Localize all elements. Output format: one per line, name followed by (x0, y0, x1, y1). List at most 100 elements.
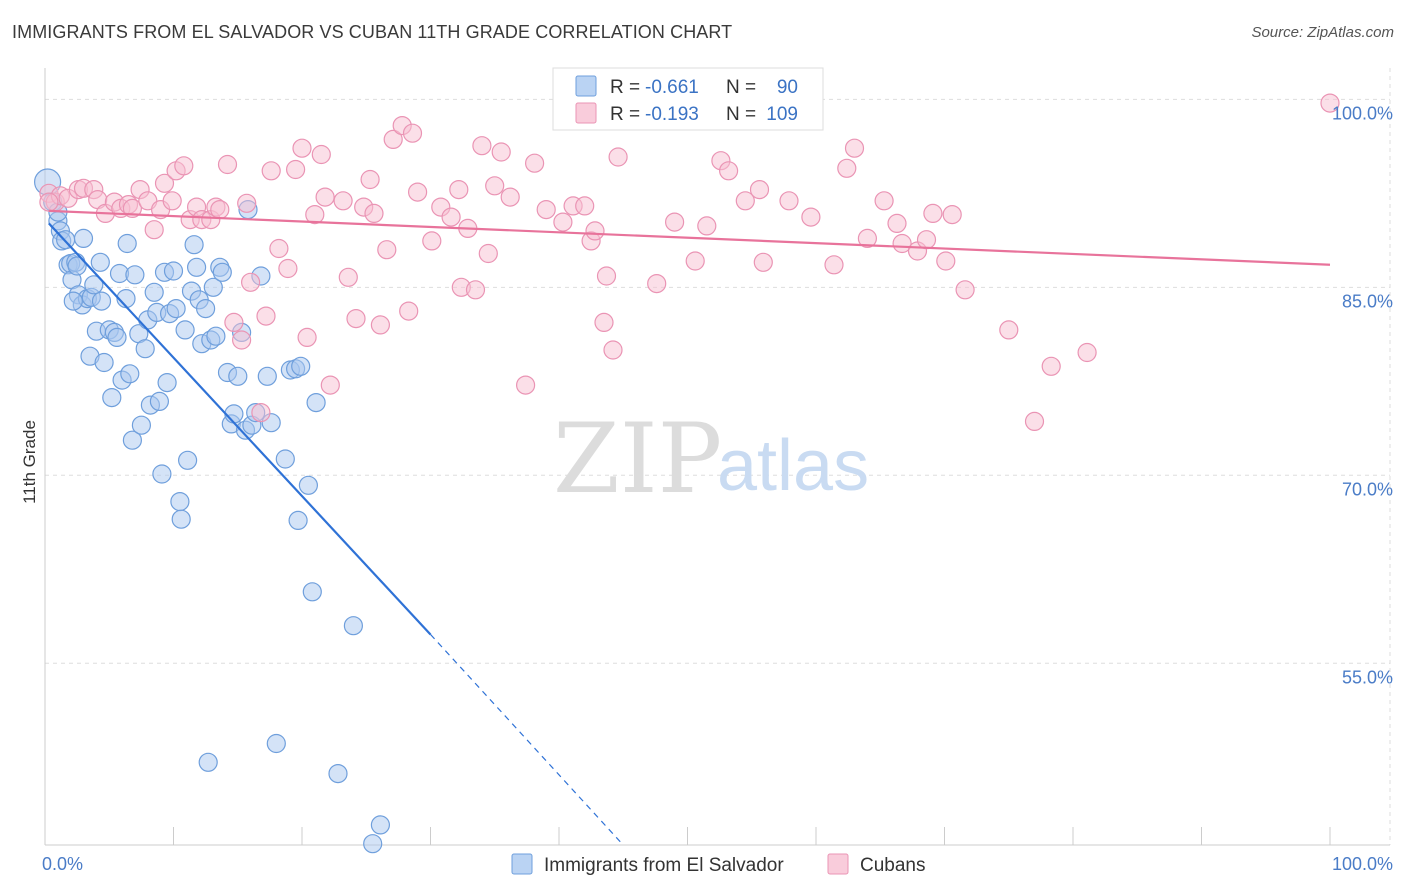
point-cubans (718, 161, 739, 181)
trend-line-el-salvador-extrapolated (430, 634, 624, 846)
point-el-salvador (175, 320, 195, 340)
point-cubans (224, 312, 244, 332)
point-cubans (370, 315, 390, 335)
point-el-salvador (122, 430, 142, 450)
point-el-salvador (288, 510, 308, 531)
y-tick-label: 55.0% (1342, 667, 1393, 687)
point-cubans (478, 243, 498, 264)
point-cubans (364, 203, 384, 223)
point-cubans (399, 301, 419, 321)
watermark: ZIP atlas (553, 403, 869, 515)
point-cubans (857, 228, 878, 248)
point-cubans (801, 207, 821, 227)
legend-n-label-pink: N = (726, 104, 756, 125)
point-cubans (441, 207, 461, 227)
point-el-salvador (298, 475, 318, 495)
y-tick-label: 70.0% (1342, 479, 1393, 499)
chart-title: IMMIGRANTS FROM EL SALVADOR VS CUBAN 11T… (12, 22, 733, 42)
point-cubans (697, 216, 717, 236)
point-el-salvador (306, 393, 326, 413)
point-el-salvador (135, 339, 155, 359)
point-cubans (585, 221, 605, 241)
point-cubans (515, 375, 536, 395)
point-el-salvador (370, 815, 390, 835)
series-cubans-points (39, 93, 1340, 431)
point-cubans (217, 154, 238, 175)
bottom-legend-swatch-pink (827, 853, 849, 875)
point-cubans (647, 274, 667, 294)
point-el-salvador (266, 733, 286, 754)
x-tick-label-min: 0.0% (42, 854, 83, 874)
legend: R = -0.661 N = 90 R = -0.193 N = 109 (552, 67, 824, 131)
point-el-salvador (84, 275, 104, 295)
y-axis-label: 11th Grade (20, 420, 39, 504)
trend-line-el-salvador (48, 222, 432, 636)
point-cubans (232, 330, 252, 350)
point-el-salvador (166, 299, 186, 319)
point-cubans (162, 191, 182, 211)
point-el-salvador (163, 261, 184, 281)
point-cubans (422, 231, 442, 251)
point-cubans (923, 203, 943, 223)
legend-box (552, 67, 824, 131)
point-cubans (942, 205, 962, 225)
x-tick-label-max: 100.0% (1332, 854, 1393, 874)
point-cubans (485, 176, 505, 196)
point-cubans (1320, 93, 1340, 113)
trend-lines (48, 209, 1331, 846)
point-el-salvador (73, 228, 94, 248)
point-el-salvador (152, 464, 172, 484)
legend-swatch-blue (575, 75, 597, 97)
point-cubans (449, 180, 469, 200)
point-el-salvador (178, 450, 198, 470)
point-cubans (916, 230, 937, 250)
point-cubans (286, 159, 306, 180)
point-cubans (241, 272, 261, 292)
point-el-salvador (63, 291, 83, 311)
point-cubans (735, 191, 755, 211)
point-cubans (1024, 411, 1045, 431)
point-el-salvador (125, 265, 145, 285)
point-el-salvador (291, 356, 311, 376)
point-cubans (472, 136, 492, 156)
point-cubans (408, 182, 428, 202)
point-el-salvador (257, 366, 277, 386)
point-el-salvador (363, 834, 383, 854)
bottom-legend-swatch-blue (511, 853, 533, 875)
point-cubans (955, 280, 975, 300)
series-el-salvador-points (33, 168, 390, 854)
point-el-salvador (157, 373, 177, 393)
point-cubans (553, 212, 573, 232)
point-cubans (261, 161, 281, 181)
y-tick-label: 85.0% (1342, 291, 1393, 311)
point-cubans (39, 192, 59, 212)
point-el-salvador (67, 256, 87, 276)
point-cubans (377, 240, 397, 260)
point-cubans (210, 200, 230, 220)
point-el-salvador (170, 492, 190, 512)
legend-n-value-pink: 109 (766, 104, 798, 125)
point-el-salvador (171, 509, 191, 529)
point-el-salvador (131, 415, 151, 435)
point-cubans (269, 238, 289, 259)
point-cubans (174, 156, 194, 176)
legend-n-label-blue: N = (726, 77, 756, 98)
point-cubans (278, 258, 298, 279)
point-cubans (536, 200, 556, 220)
point-el-salvador (203, 277, 223, 297)
point-cubans (144, 220, 164, 240)
point-cubans (154, 173, 175, 193)
watermark-atlas-text: atlas (717, 426, 869, 506)
x-tick-labels: 0.0% 100.0% (42, 854, 1393, 874)
point-el-salvador (91, 291, 112, 311)
point-cubans (594, 312, 614, 332)
y-tick-label: 100.0% (1332, 103, 1393, 123)
point-el-salvador (187, 257, 207, 277)
legend-r-value-blue: -0.661 (645, 77, 699, 98)
point-el-salvador (94, 352, 114, 373)
legend-r-label-blue: R = (610, 77, 640, 98)
point-cubans (338, 267, 358, 287)
point-cubans (465, 280, 486, 300)
trend-line-cubans (48, 209, 1331, 266)
